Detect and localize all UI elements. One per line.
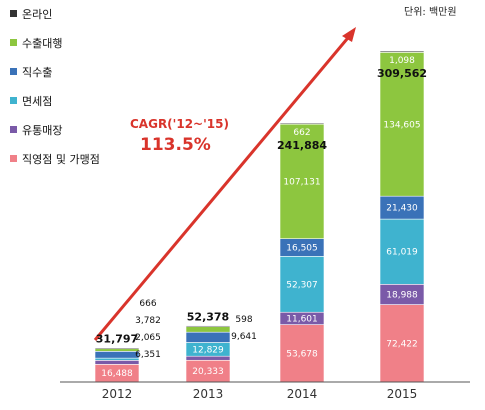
cagr-arrow-line	[93, 32, 354, 341]
x-tick-labels: 2012 2013 2014 2015	[102, 387, 418, 401]
legend-swatch	[10, 126, 17, 133]
data-label: 6,351	[135, 350, 161, 360]
bar-segment	[185, 355, 231, 361]
data-label: 18,988	[386, 290, 418, 300]
legend-swatch	[10, 39, 17, 46]
bar-segment	[94, 351, 140, 359]
bar-segment	[379, 218, 425, 285]
legend-item-label: 유통매장	[22, 124, 62, 137]
bar-area: 16,488 666 3,782 2,065 6,351 31,797 20,333 12,8…	[94, 50, 427, 383]
data-label: 16,505	[286, 244, 318, 254]
bar-segment	[185, 331, 231, 343]
bar-segment	[279, 256, 325, 313]
cagr-arrow-head	[342, 27, 356, 42]
total-label: 241,884	[277, 139, 327, 152]
total-label: 31,797	[96, 333, 138, 346]
data-label: 61,019	[386, 248, 418, 258]
data-label: 3,782	[135, 316, 161, 326]
cagr-label: CAGR('12~'15)	[130, 117, 229, 131]
data-label: 21,430	[386, 204, 418, 214]
cagr-arrow	[93, 27, 356, 341]
data-label: 134,605	[383, 120, 420, 130]
bar-segment	[379, 52, 425, 197]
unit-label: 단위: 백만원	[404, 5, 457, 18]
data-label: 20,333	[192, 367, 224, 377]
data-label: 9,641	[231, 332, 257, 342]
data-label: 52,307	[286, 280, 318, 290]
data-label: 1,098	[389, 56, 415, 66]
data-label: 662	[293, 128, 310, 138]
data-label: 666	[139, 299, 156, 309]
legend-item-label: 직수출	[22, 66, 52, 79]
data-label: 53,678	[286, 349, 318, 359]
bar-segment	[379, 50, 425, 53]
data-label: 598	[235, 315, 252, 325]
x-tick-label: 2015	[387, 387, 418, 401]
legend-item-label: 면세점	[22, 95, 52, 108]
bar-segment	[379, 304, 425, 383]
data-label: 2,065	[135, 333, 161, 343]
data-label: 11,601	[286, 314, 318, 324]
x-tick-label: 2013	[193, 387, 224, 401]
data-label: 16,488	[101, 369, 133, 379]
total-label: 52,378	[187, 311, 229, 324]
bar-segment	[94, 347, 140, 350]
legend-swatch	[10, 10, 17, 17]
legend-swatch	[10, 68, 17, 75]
legend-item-label: 직영점 및 가맹점	[22, 153, 100, 166]
data-label: 12,829	[192, 345, 224, 355]
bar-segment	[279, 123, 325, 239]
data-label: 72,422	[386, 339, 418, 349]
bar-segment	[94, 360, 140, 365]
bar-segment	[185, 326, 231, 333]
legend-item-label: 수출대행	[22, 37, 62, 50]
legend-item-label: 온라인	[22, 8, 52, 21]
legend-swatch	[10, 97, 17, 104]
x-tick-label: 2012	[102, 387, 133, 401]
legend-swatch	[10, 155, 17, 162]
x-tick-label: 2014	[287, 387, 318, 401]
bar-segment	[185, 325, 231, 327]
bar-segment	[94, 357, 140, 361]
bar-segment	[94, 348, 140, 352]
total-label: 309,562	[377, 67, 427, 80]
bar-segment	[279, 122, 325, 125]
bar-segment	[279, 324, 325, 383]
data-label: 107,131	[283, 177, 320, 187]
cagr-value: 113.5%	[140, 135, 211, 155]
